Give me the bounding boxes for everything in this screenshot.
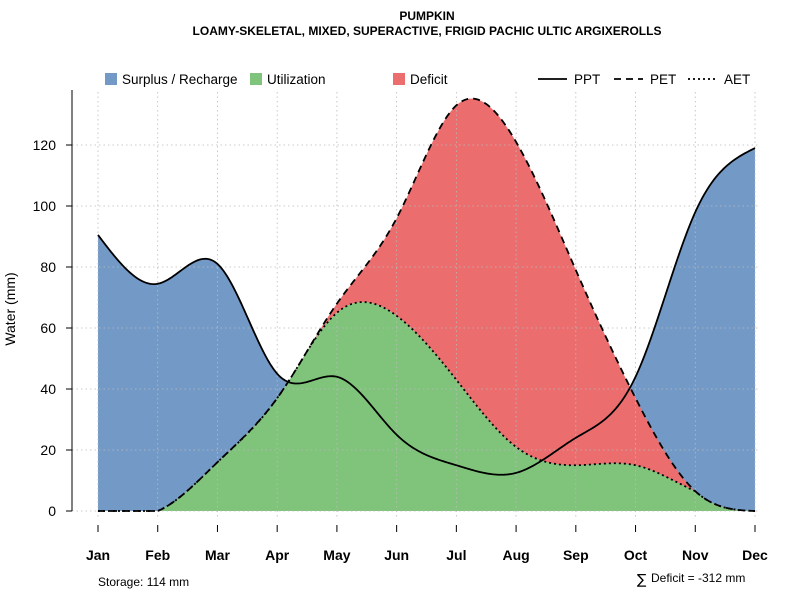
deficit-area (98, 98, 755, 511)
x-tick-label-dec: Dec (742, 547, 768, 563)
chart-title: PUMPKIN (399, 9, 454, 23)
legend-swatch-utilization (250, 73, 262, 85)
x-tick-label-jun: Jun (384, 547, 409, 563)
legend-swatch-surplus (105, 73, 117, 85)
y-tick-label: 80 (40, 259, 56, 275)
y-tick-label: 120 (33, 137, 57, 153)
x-tick-label-sep: Sep (563, 547, 589, 563)
y-tick-label: 60 (40, 320, 56, 336)
legend-label-aet: AET (724, 72, 750, 87)
fill-regions (98, 98, 755, 512)
series-line-ppt (97, 147, 756, 476)
legend-label-utilization: Utilization (267, 72, 326, 87)
y-tick-label: 40 (40, 381, 56, 397)
legend-label-pet: PET (650, 72, 676, 87)
y-tick-label: 0 (48, 503, 56, 519)
y-tick-label: 20 (40, 442, 56, 458)
legend-label-surplus: Surplus / Recharge (122, 72, 238, 87)
legend: Surplus / Recharge Utilization Deficit PPT P… (105, 72, 750, 87)
series-lines (97, 97, 756, 512)
gridlines (72, 92, 760, 518)
x-tick-label-mar: Mar (205, 547, 230, 563)
y-axis-title: Water (mm) (2, 272, 18, 345)
utilization-area (98, 302, 755, 511)
x-tick-label-feb: Feb (145, 547, 170, 563)
chart-subtitle: LOAMY-SKELETAL, MIXED, SUPERACTIVE, FRIG… (193, 24, 662, 38)
series-line-pet (98, 97, 756, 512)
deficit-annotation: Deficit = -312 mm (651, 571, 745, 585)
axes: 0 20 40 60 80 100 120 Jan Feb Mar Apr May Jun Jul Aug S… (33, 90, 768, 563)
x-tick-label-apr: Apr (265, 547, 290, 563)
x-tick-label-jan: Jan (86, 547, 110, 563)
legend-label-ppt: PPT (574, 72, 600, 87)
y-tick-label: 100 (33, 198, 57, 214)
legend-swatch-deficit (393, 73, 405, 85)
series-line-aet (98, 301, 756, 512)
x-tick-label-oct: Oct (624, 547, 648, 563)
sum-symbol: ∑ (637, 572, 647, 588)
x-tick-label-nov: Nov (682, 547, 709, 563)
x-tick-label-aug: Aug (502, 547, 529, 563)
x-tick-label-may: May (323, 547, 350, 563)
storage-annotation: Storage: 114 mm (98, 575, 189, 589)
legend-label-deficit: Deficit (410, 72, 448, 87)
x-tick-label-jul: Jul (446, 547, 466, 563)
